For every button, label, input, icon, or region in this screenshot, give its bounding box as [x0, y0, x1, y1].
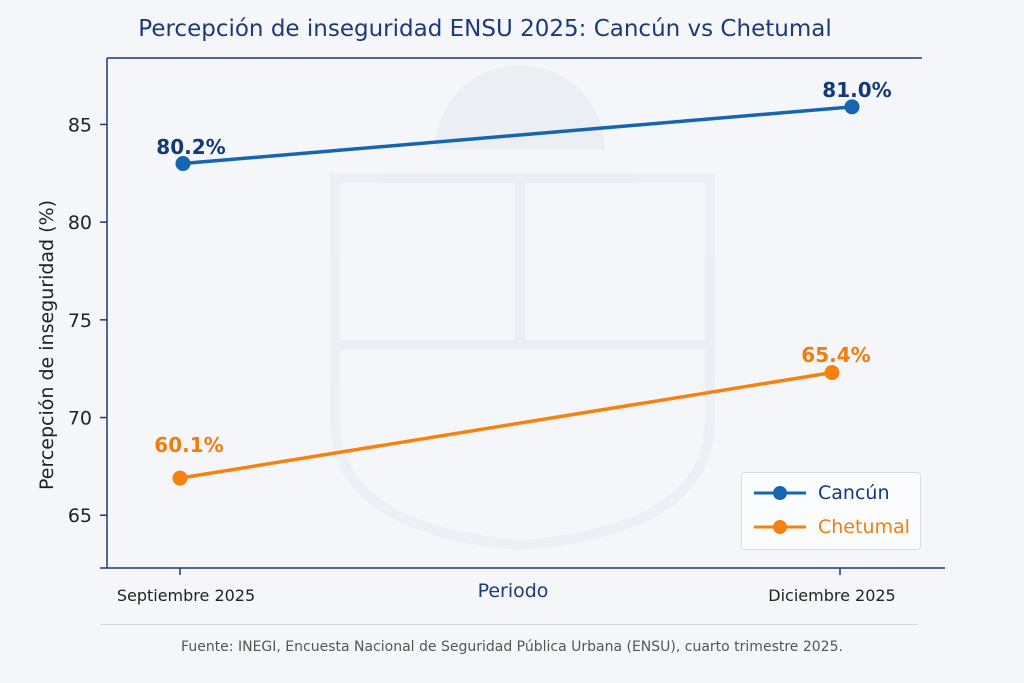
data-label: 65.4%	[801, 343, 870, 367]
legend-label: Chetumal	[818, 516, 910, 538]
data-point	[844, 99, 860, 115]
source-note: Fuente: INEGI, Encuesta Nacional de Segu…	[181, 639, 843, 655]
data-point	[172, 470, 188, 486]
y-axis-label: Percepción de inseguridad (%)	[36, 200, 58, 490]
legend-marker-orange	[754, 520, 806, 534]
x-tick-label: Septiembre 2025	[117, 586, 255, 605]
series-line-1	[179, 370, 833, 480]
legend-label: Cancún	[818, 482, 890, 504]
data-point	[175, 156, 191, 172]
y-tick-label: 80	[68, 212, 92, 234]
x-axis-label: Periodo	[478, 580, 549, 602]
y-tick-label: 65	[68, 505, 92, 527]
legend-marker-blue	[754, 486, 806, 500]
x-tick-label: Diciembre 2025	[768, 586, 895, 605]
divider	[100, 624, 918, 625]
legend-item-chetumal: Chetumal	[752, 512, 910, 542]
y-tick-label: 70	[68, 408, 92, 430]
data-point	[824, 365, 840, 381]
legend-item-cancun: Cancún	[752, 478, 889, 508]
chart-title: Percepción de inseguridad ENSU 2025: Can…	[138, 16, 832, 42]
legend: Cancún Chetumal	[741, 472, 921, 550]
data-label: 81.0%	[822, 78, 891, 102]
watermark-shield	[330, 65, 715, 551]
data-label: 60.1%	[154, 433, 223, 457]
data-label: 80.2%	[156, 135, 225, 159]
series-line-0	[182, 105, 853, 166]
y-tick-label: 85	[68, 114, 92, 136]
y-tick-label: 75	[68, 310, 92, 332]
